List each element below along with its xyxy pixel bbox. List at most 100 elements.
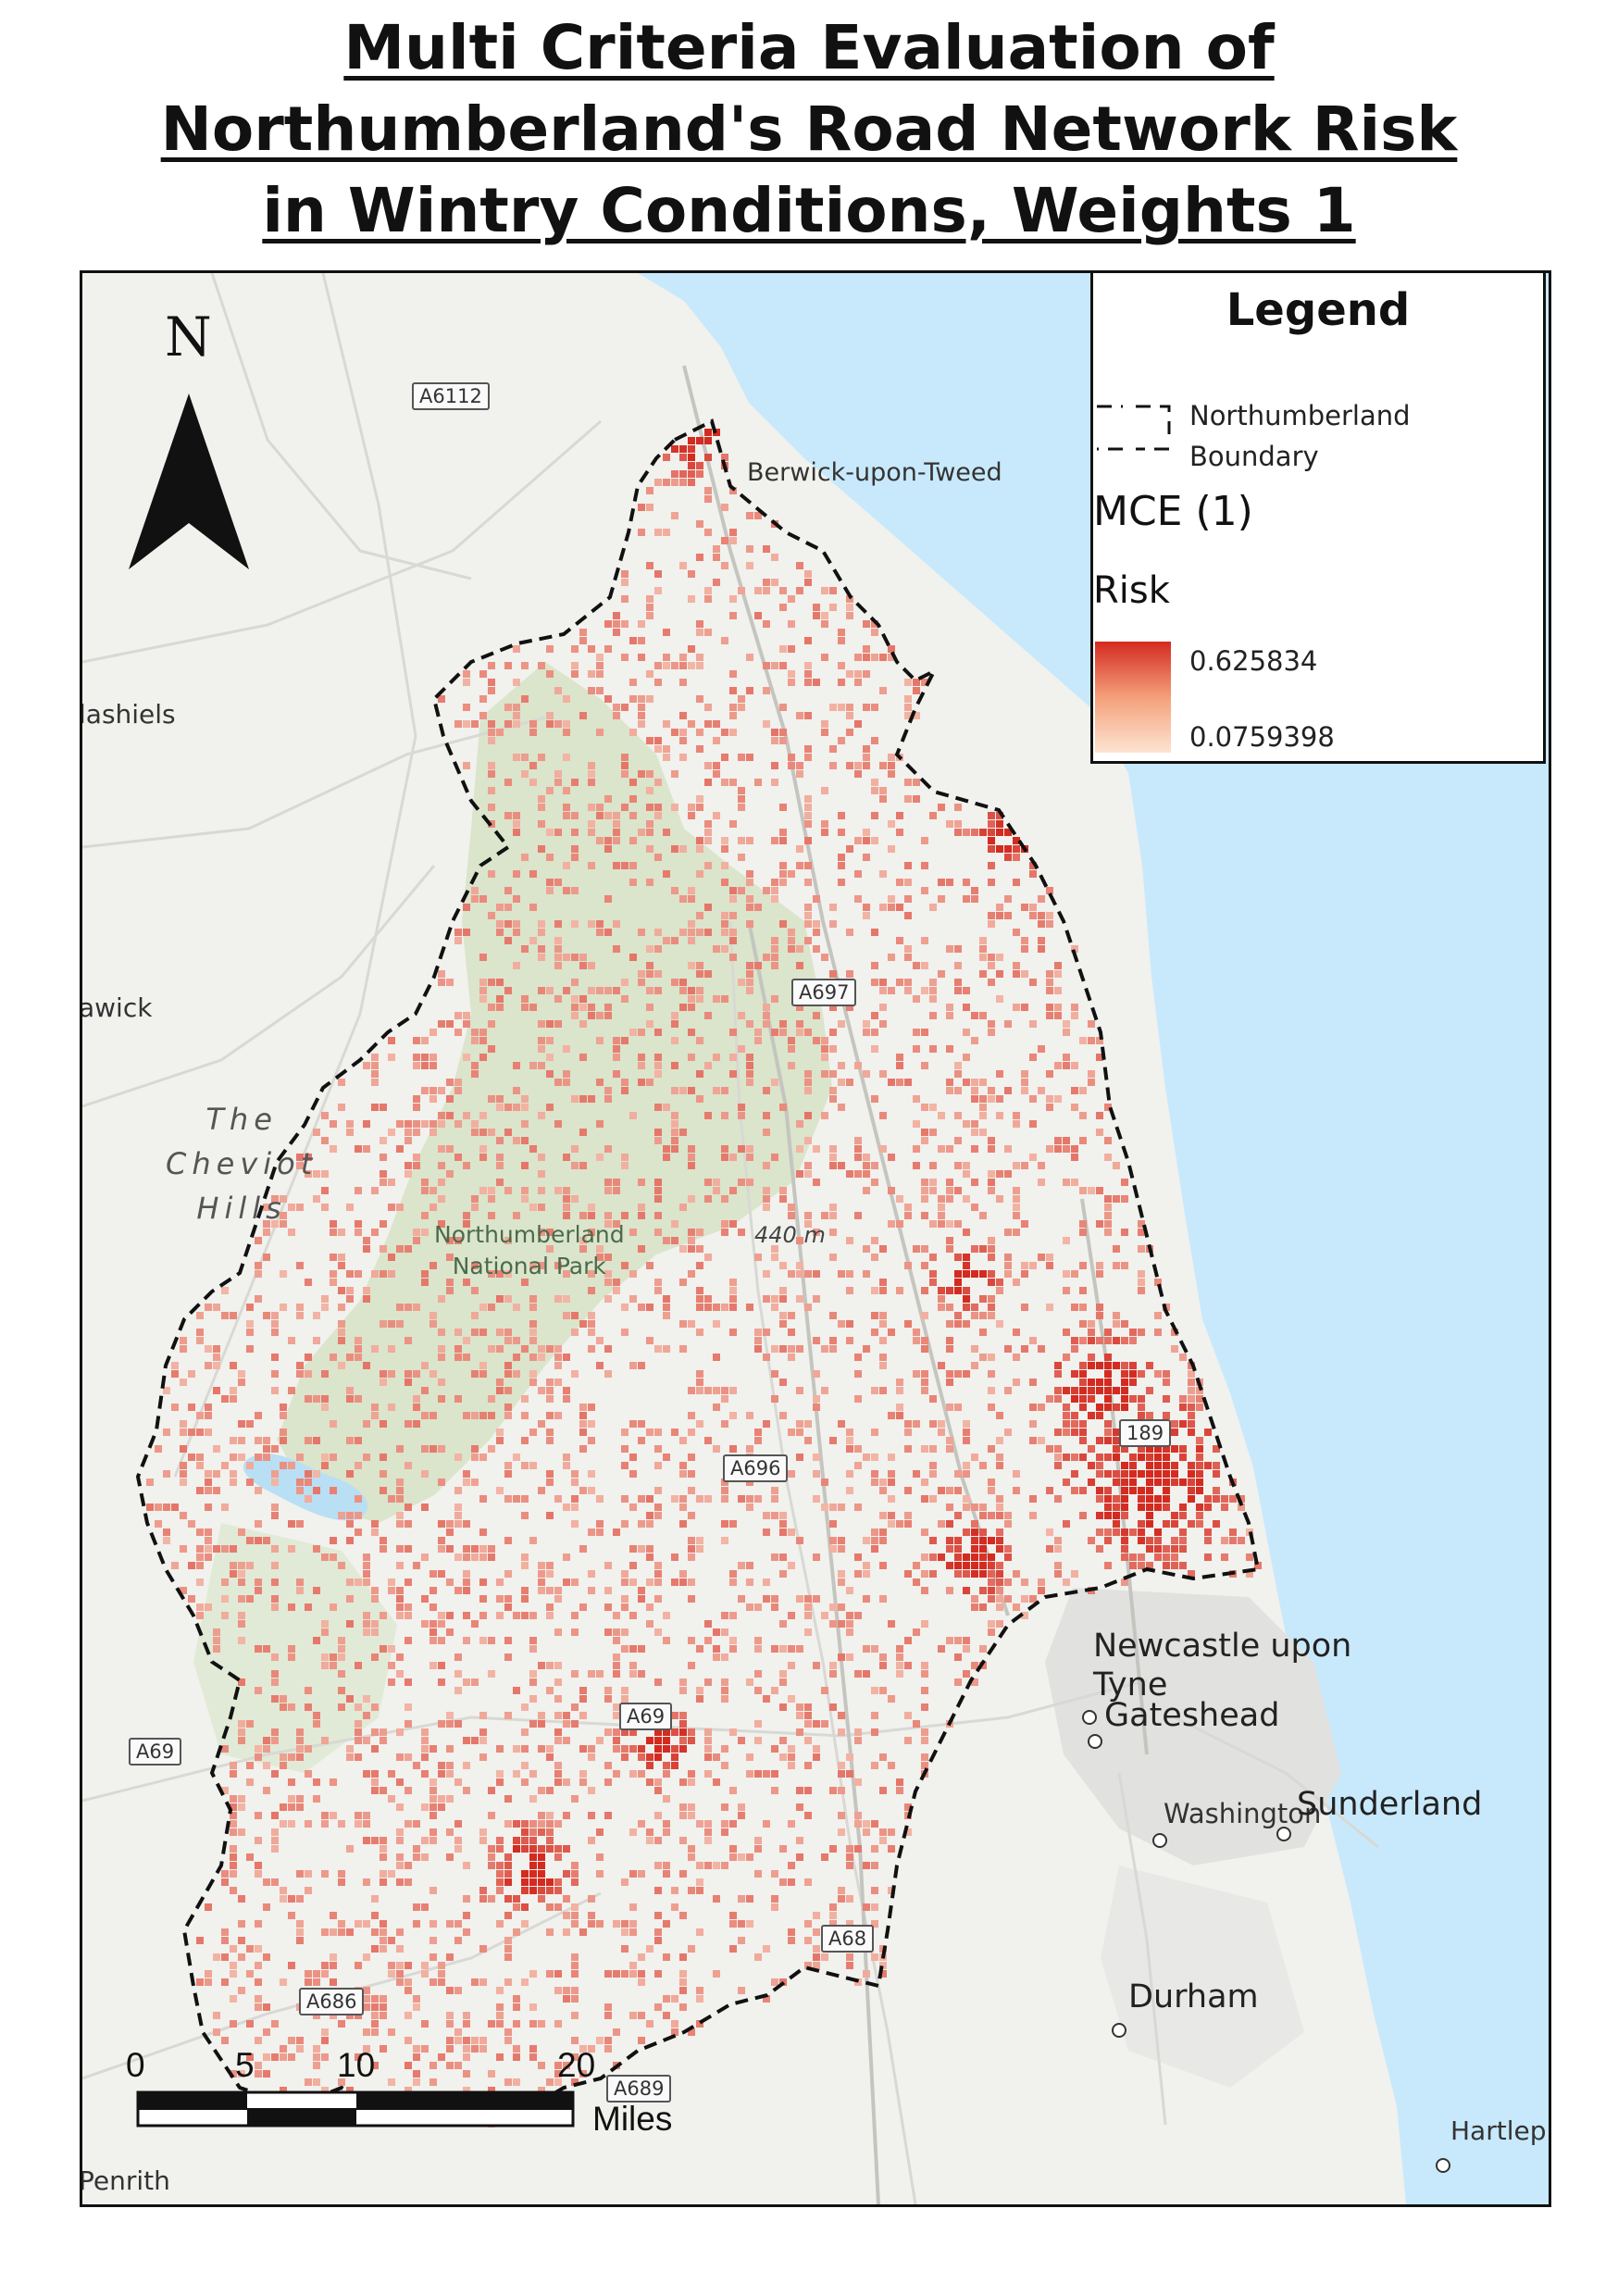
risk-cell	[305, 1820, 312, 1828]
risk-cell	[380, 1920, 387, 1928]
risk-cell	[688, 1004, 695, 1011]
risk-cell	[363, 1570, 370, 1578]
risk-cell	[629, 1029, 637, 1036]
risk-cell	[1163, 1395, 1170, 1403]
risk-cell	[763, 1112, 770, 1119]
risk-cell	[671, 1237, 678, 1244]
risk-cell	[1138, 1504, 1145, 1511]
risk-cell	[879, 795, 887, 803]
risk-cell	[1154, 1462, 1162, 1469]
risk-cell	[471, 1204, 479, 1211]
risk-cell	[638, 1753, 645, 1761]
risk-cell	[788, 1645, 795, 1653]
risk-cell	[871, 1429, 878, 1436]
risk-cell	[696, 970, 703, 978]
risk-cell	[305, 1687, 312, 1694]
risk-cell	[988, 1245, 995, 1253]
risk-cell	[779, 604, 787, 611]
risk-cell	[596, 987, 604, 994]
risk-cell	[646, 612, 653, 619]
risk-cell	[813, 1495, 820, 1503]
risk-cell	[921, 1312, 928, 1319]
risk-cell	[629, 1970, 637, 1978]
risk-cell	[979, 1537, 987, 1544]
risk-cell	[804, 1137, 812, 1144]
risk-cell	[255, 1454, 262, 1461]
risk-cell	[380, 1379, 387, 1386]
risk-cell	[988, 1628, 995, 1636]
risk-cell	[671, 1037, 678, 1044]
risk-cell	[330, 1928, 337, 1936]
risk-cell	[246, 2053, 254, 2061]
risk-cell	[529, 1828, 537, 1836]
risk-cell	[346, 1395, 354, 1403]
risk-cell	[554, 1887, 562, 1894]
risk-cell	[679, 562, 687, 569]
risk-cell	[654, 737, 662, 744]
risk-cell	[879, 1245, 887, 1253]
risk-cell	[604, 645, 612, 653]
risk-cell	[554, 1120, 562, 1128]
risk-cell	[846, 612, 853, 619]
risk-cell	[446, 1020, 454, 1028]
risk-cell	[754, 1687, 762, 1694]
risk-cell	[654, 1887, 662, 1894]
risk-cell	[488, 870, 495, 878]
risk-cell	[771, 554, 778, 561]
risk-cell	[346, 1354, 354, 1361]
risk-cell	[205, 1970, 212, 1978]
risk-cell	[463, 670, 470, 678]
risk-cell	[246, 1762, 254, 1769]
risk-cell	[338, 1920, 345, 1928]
risk-cell	[654, 1728, 662, 1736]
risk-cell	[296, 1870, 304, 1878]
risk-cell	[255, 1745, 262, 1753]
risk-cell	[996, 1195, 1003, 1203]
risk-cell	[321, 1620, 329, 1628]
risk-cell	[479, 1545, 487, 1553]
risk-cell	[396, 1653, 404, 1661]
risk-cell	[829, 704, 837, 711]
risk-cell	[1063, 1270, 1070, 1278]
risk-cell	[854, 895, 862, 903]
risk-cell	[954, 1220, 962, 1228]
risk-cell	[355, 1337, 362, 1344]
risk-cell	[954, 1537, 962, 1544]
risk-cell	[954, 1470, 962, 1478]
risk-cell	[263, 1454, 270, 1461]
risk-cell	[846, 1620, 853, 1628]
risk-cell	[696, 1070, 703, 1078]
risk-cell	[413, 1129, 420, 1136]
risk-cell	[729, 912, 737, 919]
risk-cell	[779, 1845, 787, 1853]
risk-cell	[854, 670, 862, 678]
risk-cell	[721, 862, 728, 869]
risk-cell	[988, 1270, 995, 1278]
risk-cell	[1163, 1445, 1170, 1453]
risk-cell	[946, 1320, 953, 1328]
risk-cell	[563, 1270, 570, 1278]
risk-cell	[554, 954, 562, 961]
risk-cell	[904, 1662, 912, 1669]
risk-cell	[413, 2053, 420, 2061]
risk-cell	[205, 1903, 212, 1911]
risk-cell	[413, 2078, 420, 2086]
risk-cell	[879, 1687, 887, 1694]
risk-cell	[679, 1520, 687, 1528]
risk-cell	[663, 1862, 670, 1869]
risk-cell	[871, 1029, 878, 1036]
risk-cell	[1088, 1070, 1095, 1078]
risk-cell	[688, 1853, 695, 1861]
risk-cell	[538, 1262, 545, 1269]
risk-cell	[763, 1420, 770, 1428]
risk-cell	[754, 1029, 762, 1036]
risk-cell	[188, 1429, 195, 1436]
risk-cell	[213, 1345, 220, 1353]
risk-cell	[1221, 1554, 1228, 1561]
risk-cell	[629, 1562, 637, 1569]
risk-cell	[788, 870, 795, 878]
risk-cell	[1129, 1379, 1137, 1386]
risk-cell	[704, 1295, 712, 1303]
risk-cell	[205, 1603, 212, 1611]
risk-cell	[688, 1087, 695, 1094]
